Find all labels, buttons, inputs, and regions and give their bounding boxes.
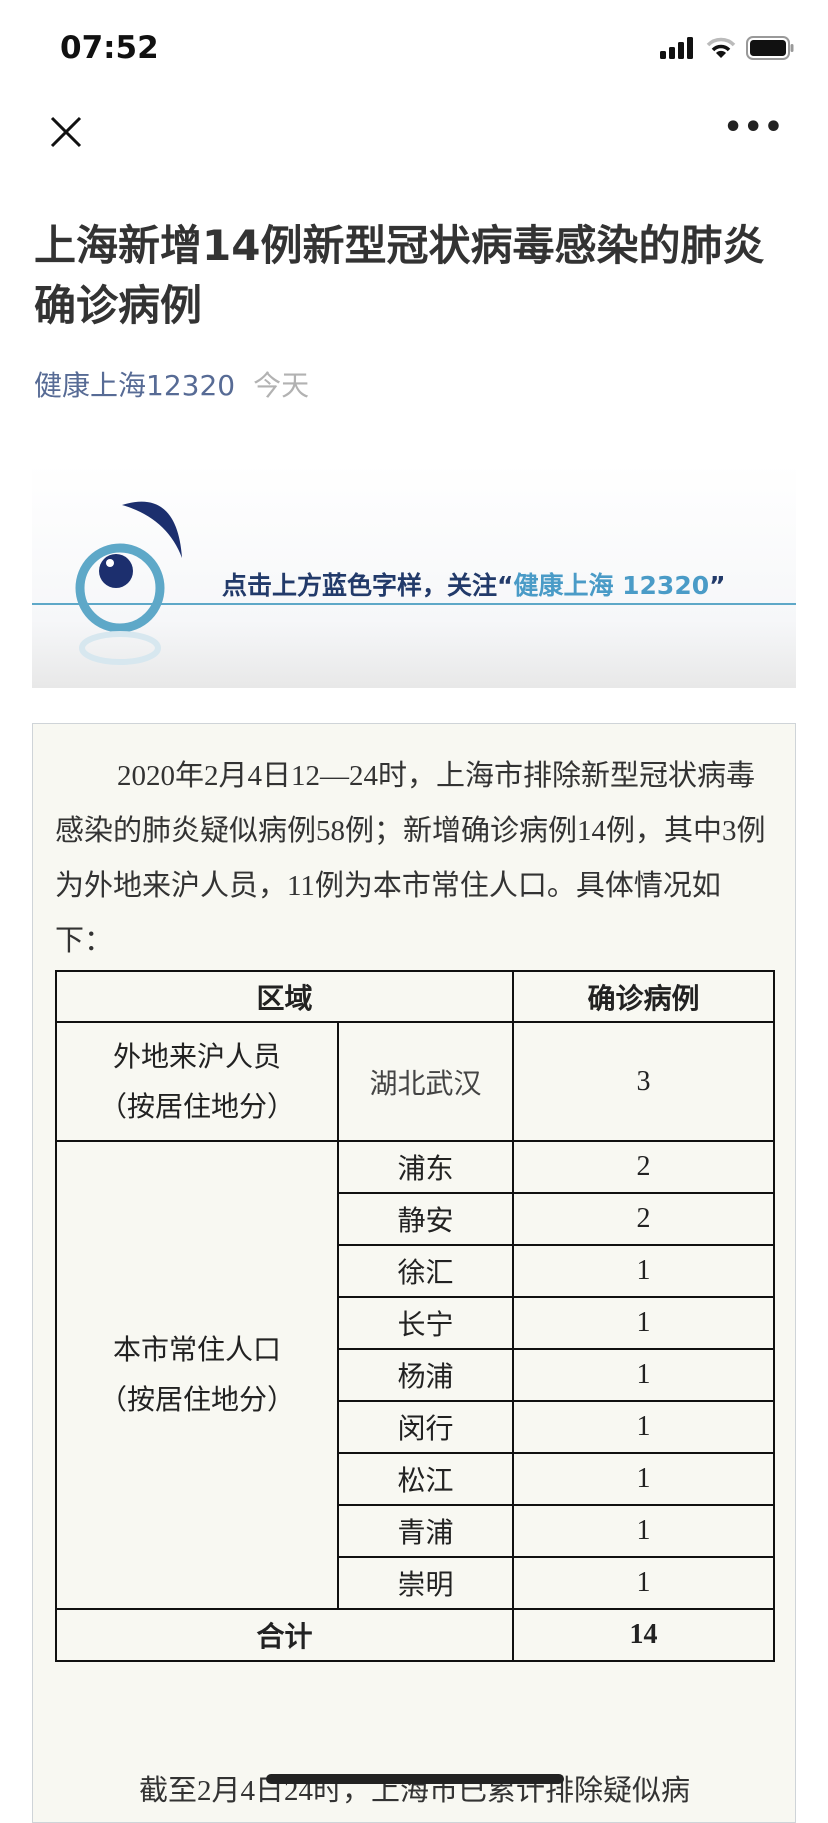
wifi-icon xyxy=(706,37,736,58)
home-indicator[interactable] xyxy=(266,1774,564,1784)
status-time: 07:52 xyxy=(60,30,159,66)
article-title: 上海新增14例新型冠状病毒感染的肺炎确诊病例 xyxy=(34,221,765,330)
header-cases: 确诊病例 xyxy=(512,970,775,1023)
publish-date: 今天 xyxy=(253,369,310,402)
count-cell: 1 xyxy=(512,1348,775,1402)
table-row: 长宁 1 xyxy=(56,1296,775,1350)
count-cell: 3 xyxy=(512,1021,775,1142)
group-sub-text: （按居住地分） xyxy=(98,1089,295,1123)
count-cell: 1 xyxy=(512,1504,775,1558)
status-icons xyxy=(660,36,794,60)
group-label-text: 外地来沪人员 xyxy=(112,1039,281,1073)
table-row: 外地来沪人员 （按居住地分） 湖北武汉 3 xyxy=(55,1021,775,1142)
table-row: 松江 1 xyxy=(56,1452,775,1506)
count-cell: 1 xyxy=(512,1296,775,1350)
author-link[interactable]: 健康上海12320 xyxy=(34,369,236,402)
table-row: 崇明 1 xyxy=(56,1556,775,1610)
banner-text-main: 点击上方蓝色字样，关注“ xyxy=(222,571,514,600)
cases-table: 区域 确诊病例 外地来沪人员 （按居住地分） 湖北武汉 3 本市常住人口 （按居住地… xyxy=(55,970,775,1662)
group-sub-text: （按居住地分） xyxy=(98,1383,295,1416)
area-cell: 杨浦 xyxy=(337,1348,514,1402)
group-label: 本市常住人口 （按居住地分） xyxy=(55,1140,339,1610)
banner-text-highlight: 健康上海 12320 xyxy=(513,571,710,600)
area-cell: 徐汇 xyxy=(337,1244,514,1298)
area-cell: 松江 xyxy=(337,1452,514,1506)
area-cell: 长宁 xyxy=(337,1296,514,1350)
table-total-row: 合计 14 xyxy=(55,1608,775,1662)
group-label-text: 本市常住人口 xyxy=(112,1333,281,1366)
table-row: 静安 2 xyxy=(56,1192,775,1246)
group-label: 外地来沪人员 （按居住地分） xyxy=(55,1021,339,1142)
banner-close-quote: ” xyxy=(709,571,726,600)
total-label: 合计 xyxy=(55,1608,514,1662)
table-row: 杨浦 1 xyxy=(56,1348,775,1402)
table-row: 青浦 1 xyxy=(56,1504,775,1558)
area-cell: 青浦 xyxy=(337,1504,514,1558)
banner-line xyxy=(32,603,796,605)
total-count: 14 xyxy=(512,1608,775,1662)
banner-text: 点击上方蓝色字样，关注“健康上海 12320” xyxy=(222,566,726,602)
area-cell: 崇明 xyxy=(337,1556,514,1610)
battery-icon xyxy=(746,36,794,60)
table-header-row: 区域 确诊病例 xyxy=(55,970,775,1023)
table-row: 徐汇 1 xyxy=(56,1244,775,1298)
article-body: 2020年2月4日12—24时，上海市排除新型冠状病毒感染的肺炎疑似病例58例；… xyxy=(32,723,796,1823)
count-cell: 1 xyxy=(512,1556,775,1610)
count-cell: 1 xyxy=(512,1452,775,1506)
area-cell: 湖北武汉 xyxy=(337,1021,514,1142)
table-row: 本市常住人口 （按居住地分） 浦东 2 xyxy=(55,1140,775,1610)
count-cell: 2 xyxy=(512,1140,775,1194)
table-row: 闵行 1 xyxy=(56,1400,775,1454)
area-cell: 浦东 xyxy=(337,1140,514,1194)
area-cell: 静安 xyxy=(337,1192,514,1246)
follow-banner: 点击上方蓝色字样，关注“健康上海 12320” xyxy=(32,463,796,688)
count-cell: 1 xyxy=(512,1400,775,1454)
count-cell: 1 xyxy=(512,1244,775,1298)
count-cell: 2 xyxy=(512,1192,775,1246)
more-icon[interactable]: ••• xyxy=(723,110,784,145)
article-meta: 健康上海12320 今天 xyxy=(34,364,309,404)
header-region: 区域 xyxy=(55,970,514,1023)
eye-logo-icon xyxy=(75,501,182,665)
area-cell: 闵行 xyxy=(337,1400,514,1454)
close-icon[interactable] xyxy=(46,112,86,152)
paragraph: 2020年2月4日12—24时，上海市排除新型冠状病毒感染的肺炎疑似病例58例；… xyxy=(55,760,766,957)
signal-icon xyxy=(660,37,693,59)
